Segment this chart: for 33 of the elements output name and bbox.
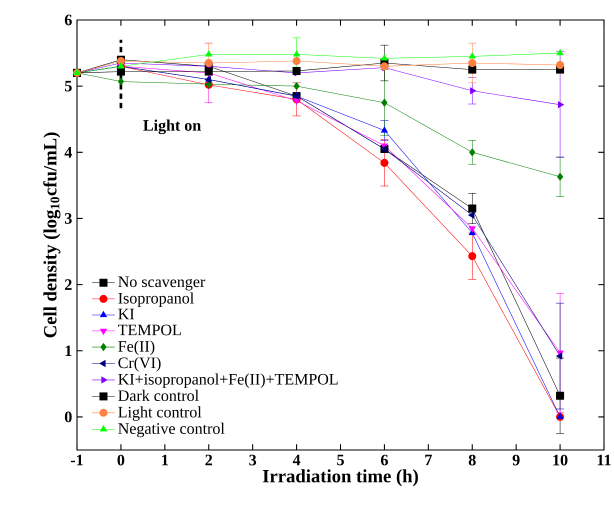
x-tick-label: 3: [249, 454, 256, 466]
legend-label: Cr(VI): [118, 356, 161, 372]
legend-label: Isopropanol: [118, 292, 194, 307]
y-tick-label: 0: [64, 412, 72, 422]
legend-label: KI+isopropanol+Fe(II)+TEMPOL: [118, 373, 338, 388]
legend-label: Dark control: [118, 390, 199, 402]
legend-label: TEMPOL: [118, 324, 181, 336]
x-tick-label: 1: [162, 454, 168, 466]
x-tick-label: 7: [425, 454, 432, 466]
x-tick-label: 5: [337, 454, 344, 466]
x-tick-label: 11: [598, 454, 611, 466]
y-tick-label: 1: [66, 345, 72, 356]
legend-label: Light control: [118, 406, 202, 421]
y-tick-label: 4: [64, 147, 72, 158]
y-tick-label: 6: [64, 14, 72, 26]
x-tick-label: 2: [205, 454, 212, 466]
legend-label: KI: [118, 308, 134, 320]
x-tick-label: 10: [553, 454, 568, 466]
x-tick-label: 8: [468, 454, 476, 466]
y-tick-label: 2: [64, 279, 72, 290]
ref-line-label: Light on: [143, 120, 201, 134]
x-tick-label: 4: [292, 454, 300, 466]
y-axis-title: Cell density (log$_{10}$cfu/mL): [43, 132, 60, 338]
legend-label: Fe(II): [118, 340, 154, 356]
legend-label: No scavenger: [118, 276, 206, 290]
x-tick-label: 9: [512, 454, 520, 466]
y-tick-label: 3: [64, 213, 72, 224]
x-tick-label: 6: [380, 454, 388, 466]
x-tick-label: -1: [70, 454, 83, 466]
x-axis-title: Irradiation time (h): [262, 469, 418, 486]
x-tick-label: 0: [118, 454, 124, 466]
y-tick-label: 5: [64, 80, 72, 92]
legend-label: Negative control: [118, 422, 225, 438]
